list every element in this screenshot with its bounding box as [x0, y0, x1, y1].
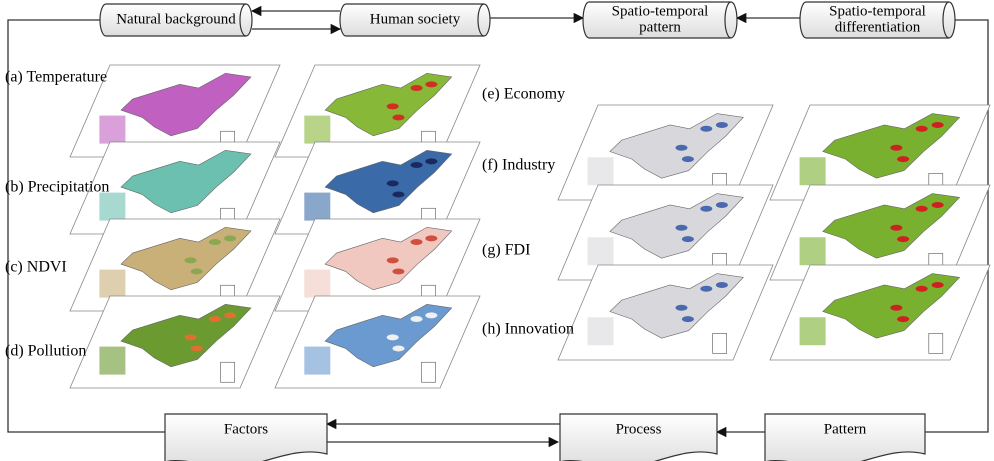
node-label: differentiation [835, 19, 921, 35]
map-highlight [676, 225, 688, 231]
map-legend [800, 157, 826, 185]
map-highlight [890, 145, 902, 151]
map-highlight [682, 236, 694, 242]
map-legend [800, 317, 826, 345]
map-legend [588, 157, 614, 185]
map-highlight [716, 122, 728, 128]
map-highlight [897, 236, 909, 242]
map-highlight [700, 286, 712, 292]
map-inset [422, 362, 436, 382]
map-highlight [387, 180, 399, 186]
map-highlight [700, 206, 712, 212]
node-label: Human society [370, 11, 461, 27]
map-highlight [932, 122, 944, 128]
map-highlight [411, 239, 423, 245]
map-inset [929, 333, 943, 353]
factor-label: (f) Industry [482, 157, 555, 174]
node-label: Factors [224, 421, 268, 437]
map-legend [99, 193, 125, 221]
map-highlight [916, 286, 928, 292]
map-legend [304, 193, 330, 221]
map-legend [99, 270, 125, 298]
map-highlight [916, 206, 928, 212]
factor-label: (h) Innovation [482, 321, 574, 338]
map-highlight [890, 305, 902, 311]
map-legend [99, 347, 125, 375]
node-label: Process [616, 421, 662, 437]
map-highlight [425, 312, 437, 318]
map-highlight [224, 312, 236, 318]
map-legend [99, 116, 125, 144]
node-label: Spatio-temporal [829, 3, 926, 19]
map-highlight [897, 316, 909, 322]
map-highlight [716, 282, 728, 288]
node-label: pattern [639, 19, 681, 35]
map-inset [713, 333, 727, 353]
node-label: Natural background [116, 11, 236, 27]
map-highlight [932, 202, 944, 208]
map-highlight [916, 126, 928, 132]
map-legend [800, 237, 826, 265]
map-legend [304, 116, 330, 144]
map-highlight [425, 235, 437, 241]
map-highlight [425, 81, 437, 87]
map-highlight [191, 345, 203, 351]
map-highlight [676, 145, 688, 151]
factor-label: (g) FDI [482, 242, 530, 259]
factor-label: (c) NDVI [5, 259, 67, 276]
factor-label: (d) Pollution [5, 343, 86, 360]
map-legend [304, 347, 330, 375]
map-highlight [890, 225, 902, 231]
map-highlight [185, 334, 197, 340]
map-highlight [411, 85, 423, 91]
map-legend [304, 270, 330, 298]
map-legend [588, 317, 614, 345]
map-highlight [387, 334, 399, 340]
map-highlight [209, 239, 221, 245]
map-highlight [425, 158, 437, 164]
map-inset [221, 362, 235, 382]
map-highlight [716, 202, 728, 208]
map-highlight [387, 257, 399, 263]
map-highlight [682, 316, 694, 322]
node-label: Pattern [824, 421, 867, 437]
map-highlight [392, 268, 404, 274]
map-highlight [411, 162, 423, 168]
map-highlight [411, 316, 423, 322]
map-highlight [209, 316, 221, 322]
map-highlight [387, 103, 399, 109]
map-highlight [682, 156, 694, 162]
map-highlight [392, 345, 404, 351]
map-highlight [224, 235, 236, 241]
map-legend [588, 237, 614, 265]
map-highlight [392, 191, 404, 197]
node-label: Spatio-temporal [612, 3, 709, 19]
diagram: Natural background Human society Spatio-te… [0, 0, 994, 461]
factor-label: (e) Economy [482, 86, 565, 103]
factor-label: (b) Precipitation [5, 179, 109, 196]
map-highlight [191, 268, 203, 274]
map-highlight [897, 156, 909, 162]
map-highlight [932, 282, 944, 288]
map-highlight [392, 114, 404, 120]
factor-label: (a) Temperature [5, 69, 107, 86]
map-highlight [700, 126, 712, 132]
map-highlight [676, 305, 688, 311]
map-highlight [185, 257, 197, 263]
